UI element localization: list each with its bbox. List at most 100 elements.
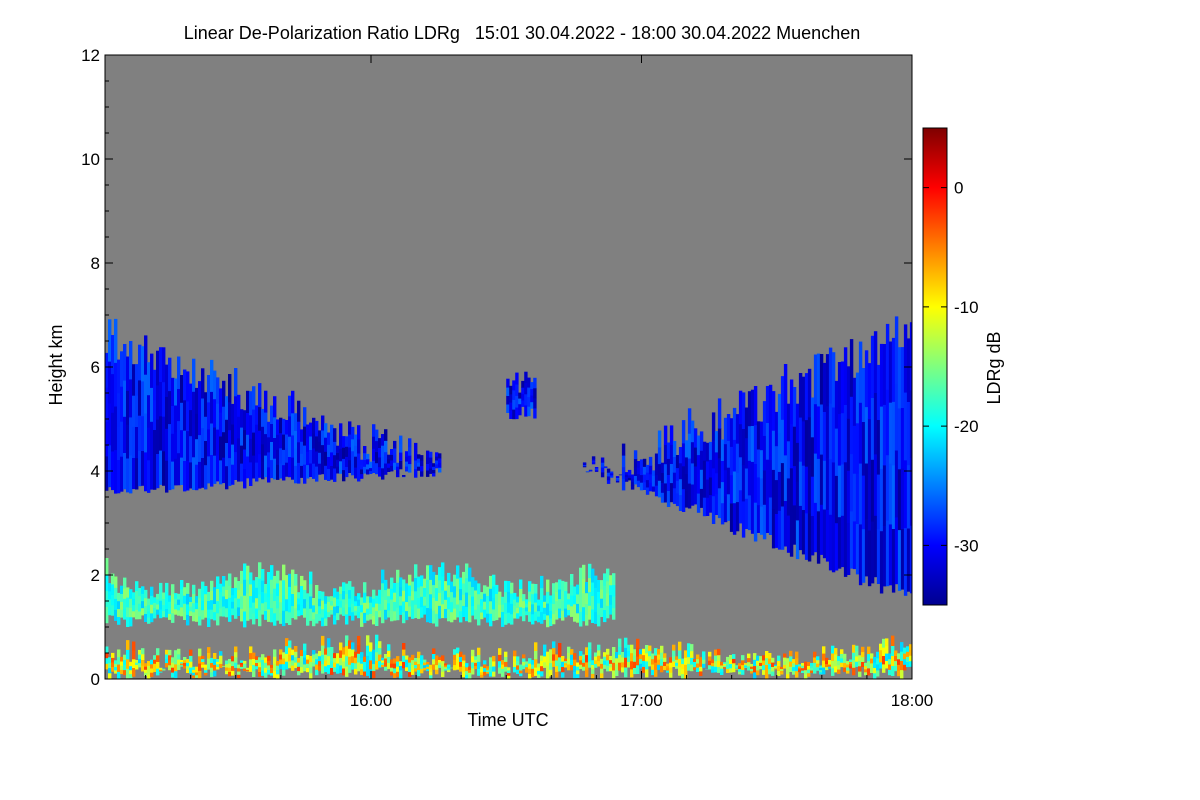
ldr-cell bbox=[258, 453, 262, 478]
ldr-cell bbox=[426, 470, 430, 477]
ldr-cell bbox=[321, 654, 325, 665]
ldr-cell bbox=[798, 373, 803, 418]
ldr-cell bbox=[225, 419, 229, 443]
ldr-cell bbox=[126, 390, 130, 425]
ldr-cell bbox=[108, 598, 112, 608]
ldr-cell bbox=[588, 577, 592, 592]
ldr-cell bbox=[669, 672, 673, 678]
ldr-cell bbox=[321, 459, 325, 475]
ldr-cell bbox=[744, 407, 749, 439]
ldr-cell bbox=[285, 462, 289, 477]
ldr-cell bbox=[909, 644, 912, 651]
ldr-cell bbox=[600, 673, 604, 679]
ldr-cell bbox=[822, 509, 827, 559]
ldr-cell bbox=[777, 432, 782, 472]
ldr-cell bbox=[231, 464, 235, 485]
ldr-cell bbox=[255, 597, 259, 609]
ldr-cell bbox=[357, 467, 361, 482]
ldr-cell bbox=[714, 649, 718, 656]
ldr-cell bbox=[180, 606, 184, 617]
ldr-cell bbox=[366, 459, 370, 465]
ldr-cell bbox=[852, 521, 857, 570]
ldr-cell bbox=[324, 451, 328, 466]
ldr-cell bbox=[558, 650, 562, 658]
ldr-cell bbox=[177, 648, 181, 655]
ldr-cell bbox=[738, 390, 743, 425]
colorbar-tick-label: 0 bbox=[954, 179, 963, 198]
ldr-cell bbox=[612, 662, 616, 671]
ldr-cell bbox=[423, 587, 427, 597]
ldr-cell bbox=[444, 581, 448, 591]
ldr-cell bbox=[432, 658, 436, 665]
ldr-cell bbox=[885, 645, 889, 654]
ldr-cell bbox=[513, 666, 517, 673]
ldr-cell bbox=[171, 603, 175, 614]
ldr-cell bbox=[267, 669, 271, 675]
ldr-cell bbox=[708, 664, 712, 670]
ldr-cell bbox=[558, 589, 562, 600]
ldr-cell bbox=[261, 670, 265, 676]
ldr-cell bbox=[324, 610, 328, 619]
ldr-cell bbox=[714, 431, 719, 453]
ldr-cell bbox=[162, 669, 166, 670]
ldr-cell bbox=[630, 652, 634, 662]
ldr-cell bbox=[663, 444, 668, 465]
ldr-cell bbox=[117, 649, 121, 658]
ldr-cell bbox=[663, 657, 667, 662]
ldr-cell bbox=[282, 579, 286, 596]
ldr-cell bbox=[630, 660, 634, 670]
ldr-cell bbox=[444, 599, 448, 609]
ldr-cell bbox=[708, 651, 712, 657]
ldr-cell bbox=[864, 662, 868, 667]
ldr-cell bbox=[174, 657, 178, 665]
ldr-cell bbox=[561, 666, 565, 673]
ldr-cell bbox=[696, 493, 701, 513]
ldr-cell bbox=[225, 670, 229, 675]
ldr-cell bbox=[204, 586, 208, 595]
ldr-cell bbox=[375, 595, 379, 604]
ldr-cell bbox=[576, 594, 580, 604]
ldr-cell bbox=[783, 409, 788, 456]
ldr-cell bbox=[342, 598, 346, 608]
ldr-cell bbox=[246, 390, 250, 413]
ldr-cell bbox=[402, 612, 406, 624]
ldr-cell bbox=[186, 669, 190, 673]
ldr-cell bbox=[201, 398, 205, 429]
ldr-cell bbox=[120, 386, 124, 422]
ldr-cell bbox=[285, 661, 289, 670]
ldr-cell bbox=[528, 673, 532, 679]
ldr-cell bbox=[522, 607, 526, 615]
ldr-cell bbox=[759, 421, 764, 451]
ldr-cell bbox=[270, 672, 274, 676]
ldr-cell bbox=[654, 662, 658, 670]
ldr-cell bbox=[879, 643, 883, 651]
ldr-cell bbox=[765, 671, 769, 679]
ldr-cell bbox=[147, 394, 151, 428]
ldr-cell bbox=[123, 416, 127, 453]
ldr-cell bbox=[531, 603, 535, 615]
ldr-cell bbox=[330, 605, 334, 611]
ldr-cell bbox=[714, 655, 718, 662]
ldr-cell bbox=[771, 662, 775, 667]
ldr-cell bbox=[246, 434, 250, 457]
ldr-cell bbox=[512, 409, 516, 420]
ldr-cell bbox=[459, 588, 463, 601]
ldr-cell bbox=[780, 672, 784, 675]
ldr-cell bbox=[426, 565, 430, 580]
ldr-cell bbox=[537, 663, 541, 668]
ldr-cell bbox=[258, 662, 262, 668]
ldr-cell bbox=[894, 316, 899, 384]
ldr-cell bbox=[288, 661, 292, 669]
ldr-cell bbox=[303, 650, 307, 658]
ldr-cell bbox=[324, 437, 328, 452]
ldr-cell bbox=[210, 657, 214, 663]
ldr-cell bbox=[204, 672, 208, 676]
ldr-cell bbox=[441, 590, 445, 605]
ldr-cell bbox=[522, 657, 526, 662]
ldr-cell bbox=[702, 659, 706, 664]
ldr-cell bbox=[732, 471, 737, 504]
ldr-cell bbox=[129, 379, 133, 418]
ldr-cell bbox=[711, 662, 715, 667]
ldr-cell bbox=[387, 650, 391, 657]
ldr-cell bbox=[420, 471, 424, 477]
